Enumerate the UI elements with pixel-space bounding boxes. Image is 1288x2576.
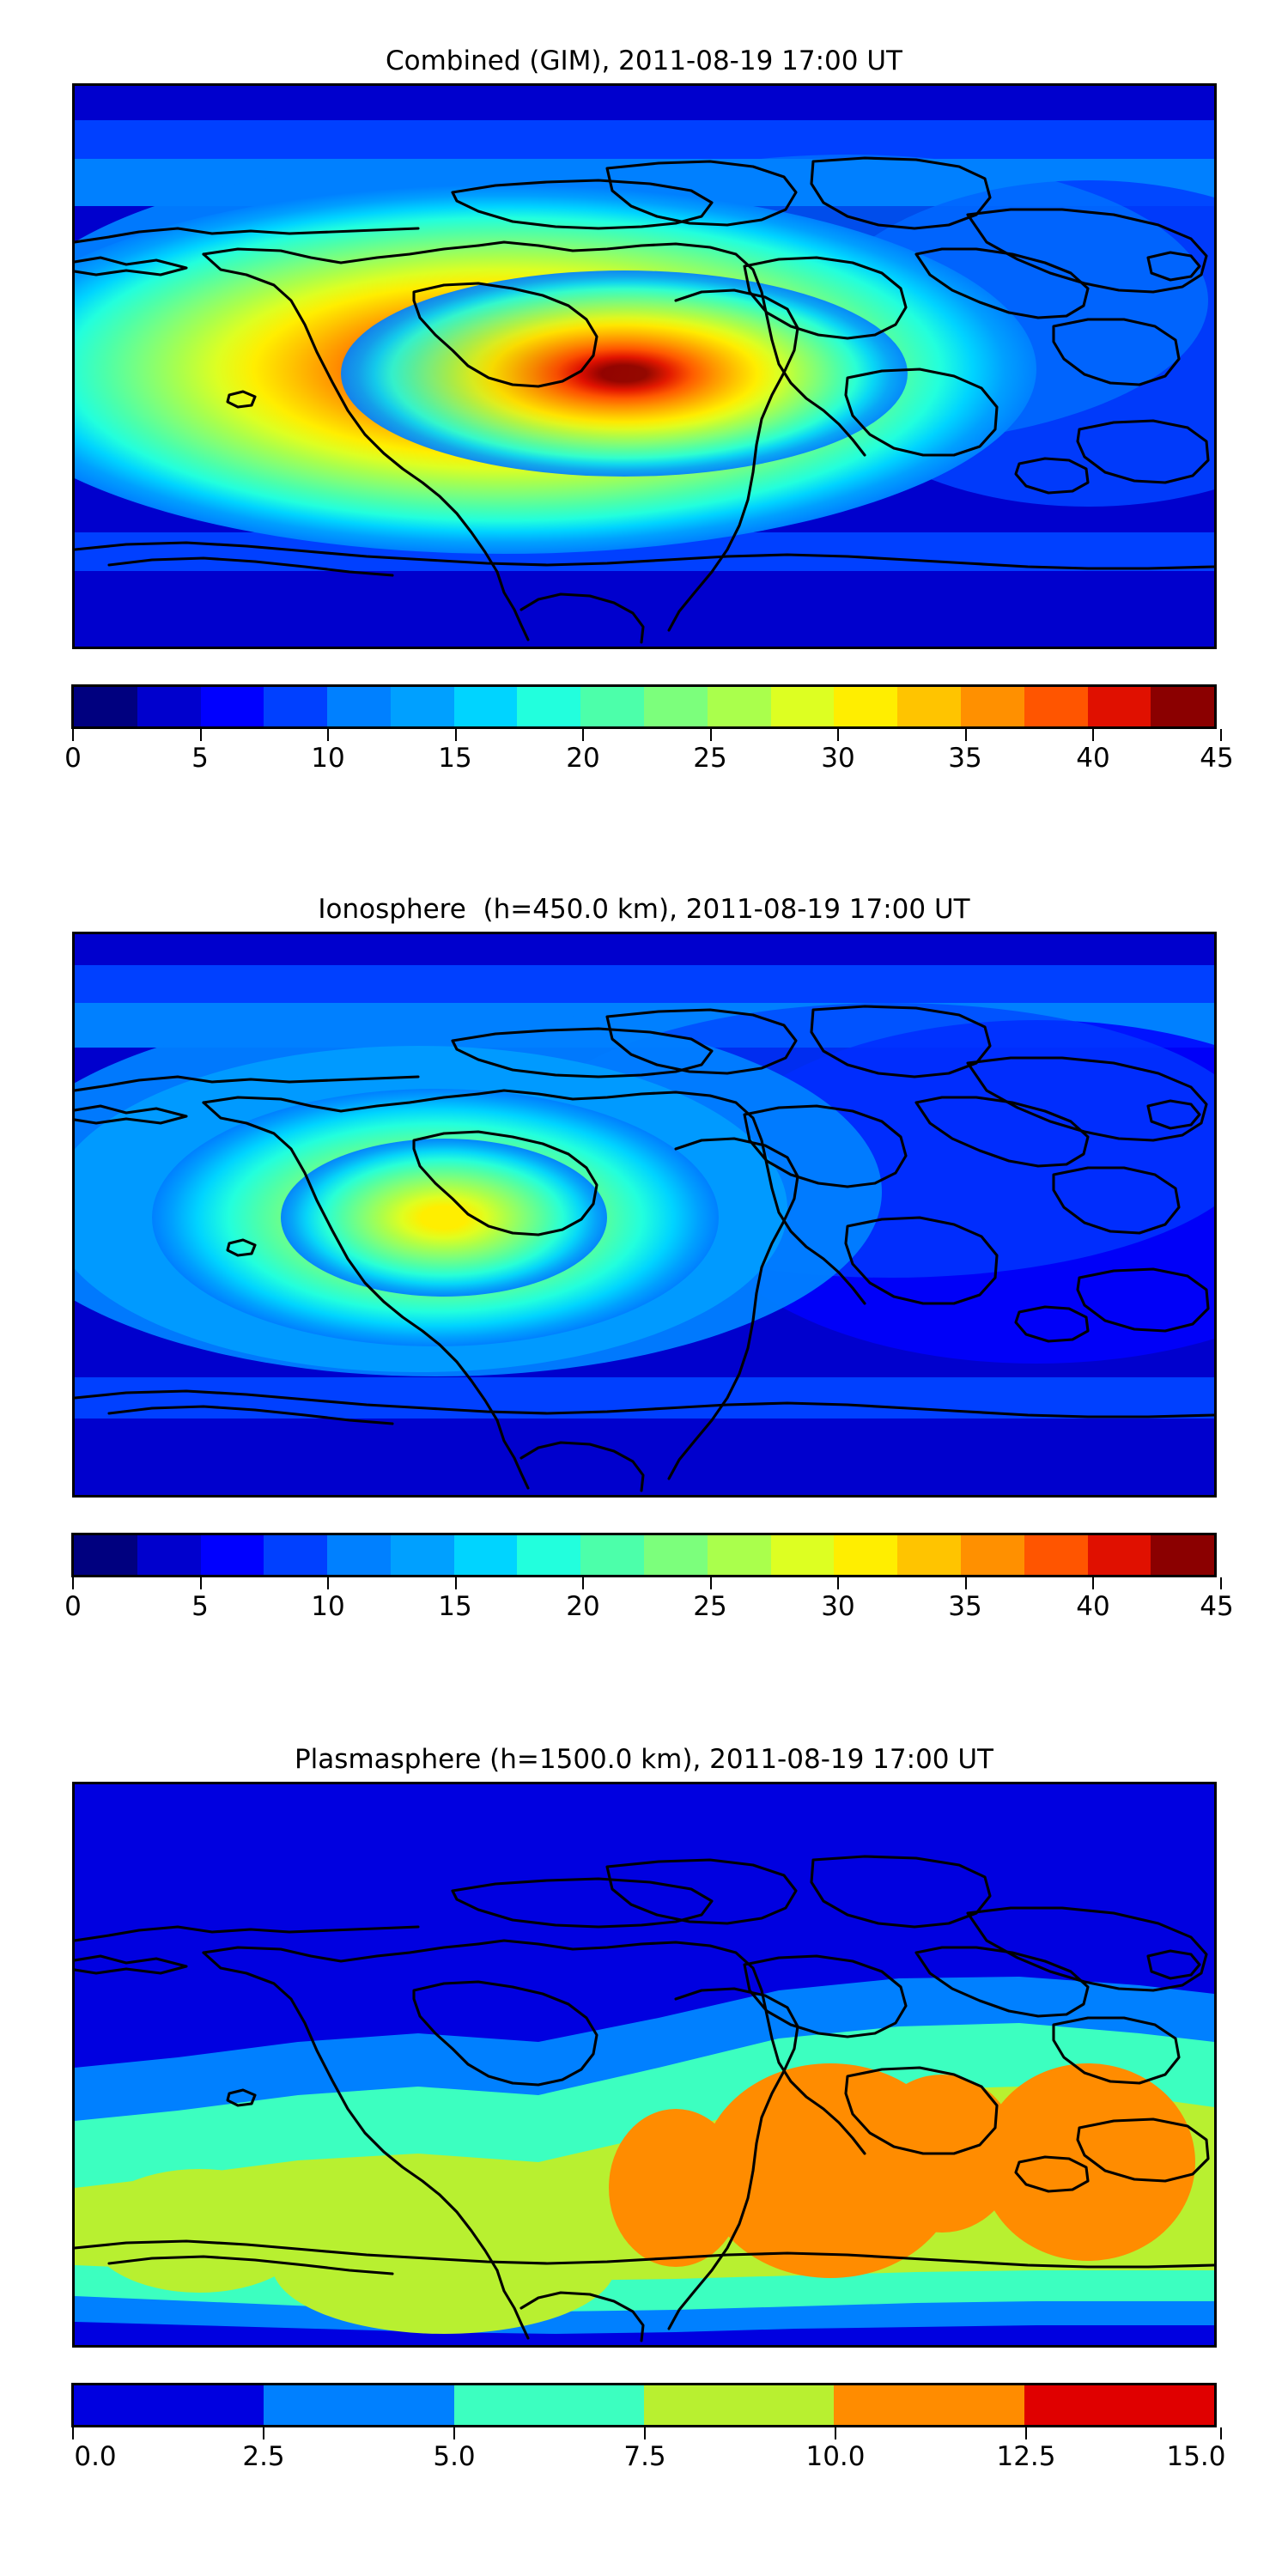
- cb-tick-label: 35: [948, 1591, 982, 1622]
- cb-tick-label: 20: [566, 743, 600, 774]
- colorbar-ionosphere: 0 5 10 15 20 25 30 35 40 45: [64, 1533, 1234, 1631]
- cb-tick-label: 10: [311, 743, 345, 774]
- cb-tick-label: 10.0: [805, 2441, 866, 2472]
- panel-combined-gim: Combined (GIM), 2011-08-19 17:00 UT: [0, 45, 1288, 782]
- panel-ionosphere: Ionosphere (h=450.0 km), 2011-08-19 17:0…: [0, 893, 1288, 1631]
- cb-tick-label: 0.0: [74, 2441, 117, 2472]
- colorbar-labels-combined: 0 5 10 15 20 25 30 35 40 45: [64, 743, 1234, 782]
- panel-title-plasmasphere: Plasmasphere (h=1500.0 km), 2011-08-19 1…: [294, 1744, 993, 1775]
- cb-tick-label: 5: [191, 1591, 209, 1622]
- colorbar-strip-plasmasphere: [71, 2383, 1217, 2427]
- cb-tick-label: 25: [693, 743, 727, 774]
- colorbar-ticks-plasmasphere: [71, 2427, 1222, 2441]
- map-canvas-ionosphere: [74, 934, 1214, 1495]
- map-ionosphere: [71, 932, 1217, 1498]
- colorbar-labels-plasmasphere: 0.0 2.5 5.0 7.5 10.0 12.5 15.0: [71, 2441, 1225, 2481]
- cb-tick-label: 5.0: [433, 2441, 476, 2472]
- colorbar-plasmasphere: 0.0 2.5 5.0 7.5 10.0 12.5 15.0: [71, 2383, 1226, 2481]
- colorbar-labels-ionosphere: 0 5 10 15 20 25 30 35 40 45: [64, 1591, 1234, 1631]
- colorbar-ticks-combined: [71, 729, 1222, 743]
- map-plasmasphere: [71, 1782, 1217, 2348]
- cb-tick-label: 40: [1076, 1591, 1110, 1622]
- cb-tick-label: 10: [311, 1591, 345, 1622]
- cb-tick-label: 0: [64, 1591, 82, 1622]
- colorbar-combined-gim: 0 5 10 15 20 25 30 35 40 45: [64, 684, 1234, 782]
- cb-tick-label: 25: [693, 1591, 727, 1622]
- panel-plasmasphere: Plasmasphere (h=1500.0 km), 2011-08-19 1…: [0, 1743, 1288, 2481]
- cb-tick-label: 45: [1200, 743, 1234, 774]
- cb-tick-label: 2.5: [242, 2441, 285, 2472]
- colorbar-strip-combined: [71, 684, 1217, 729]
- cb-tick-label: 12.5: [996, 2441, 1056, 2472]
- cb-tick-label: 0: [64, 743, 82, 774]
- cb-tick-label: 30: [821, 743, 855, 774]
- cb-tick-label: 30: [821, 1591, 855, 1622]
- cb-tick-label: 20: [566, 1591, 600, 1622]
- cb-tick-label: 7.5: [623, 2441, 666, 2472]
- panel-title-ionosphere: Ionosphere (h=450.0 km), 2011-08-19 17:0…: [318, 894, 970, 925]
- map-canvas-plasmasphere: [74, 1784, 1214, 2345]
- colorbar-ticks-ionosphere: [71, 1577, 1222, 1591]
- cb-tick-label: 15: [438, 743, 472, 774]
- cb-tick-label: 5: [191, 743, 209, 774]
- cb-tick-label: 40: [1076, 743, 1110, 774]
- panel-title-combined-gim: Combined (GIM), 2011-08-19 17:00 UT: [386, 46, 902, 76]
- map-canvas-combined: [74, 86, 1214, 647]
- cb-tick-label: 35: [948, 743, 982, 774]
- colorbar-strip-ionosphere: [71, 1533, 1217, 1577]
- cb-tick-label: 45: [1200, 1591, 1234, 1622]
- map-combined-gim: [71, 83, 1217, 649]
- cb-tick-label: 15: [438, 1591, 472, 1622]
- cb-tick-label: 15.0: [1166, 2441, 1226, 2472]
